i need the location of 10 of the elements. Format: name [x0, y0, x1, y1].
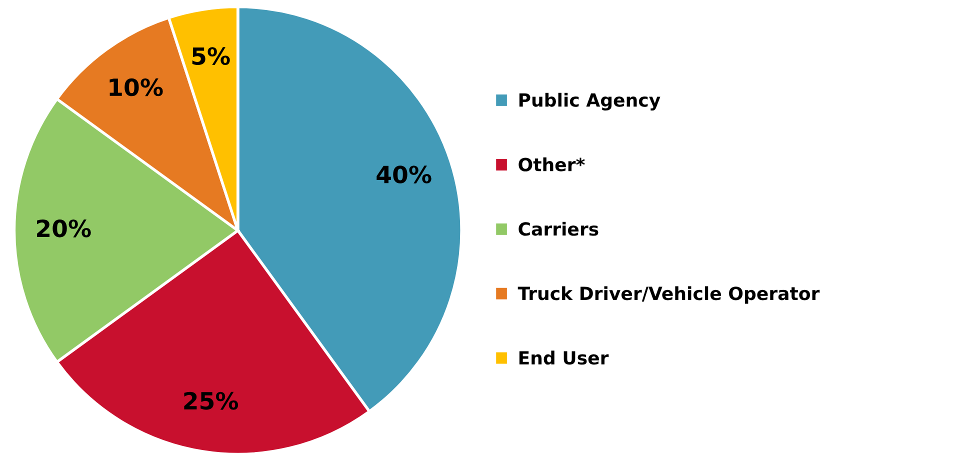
data-label: 20% [36, 219, 91, 238]
legend-label: Public Agency [519, 92, 660, 110]
legend-label: Carriers [518, 222, 598, 236]
legend-label: Truck Driver/Vehicle Operator [518, 286, 820, 304]
data-label: 40% [376, 166, 432, 184]
legend-label: End User [519, 350, 609, 365]
data-label: 5% [192, 47, 230, 65]
data-label: 10% [110, 78, 163, 96]
data-label: 25% [184, 392, 238, 410]
legend-label: Other* [518, 157, 585, 172]
